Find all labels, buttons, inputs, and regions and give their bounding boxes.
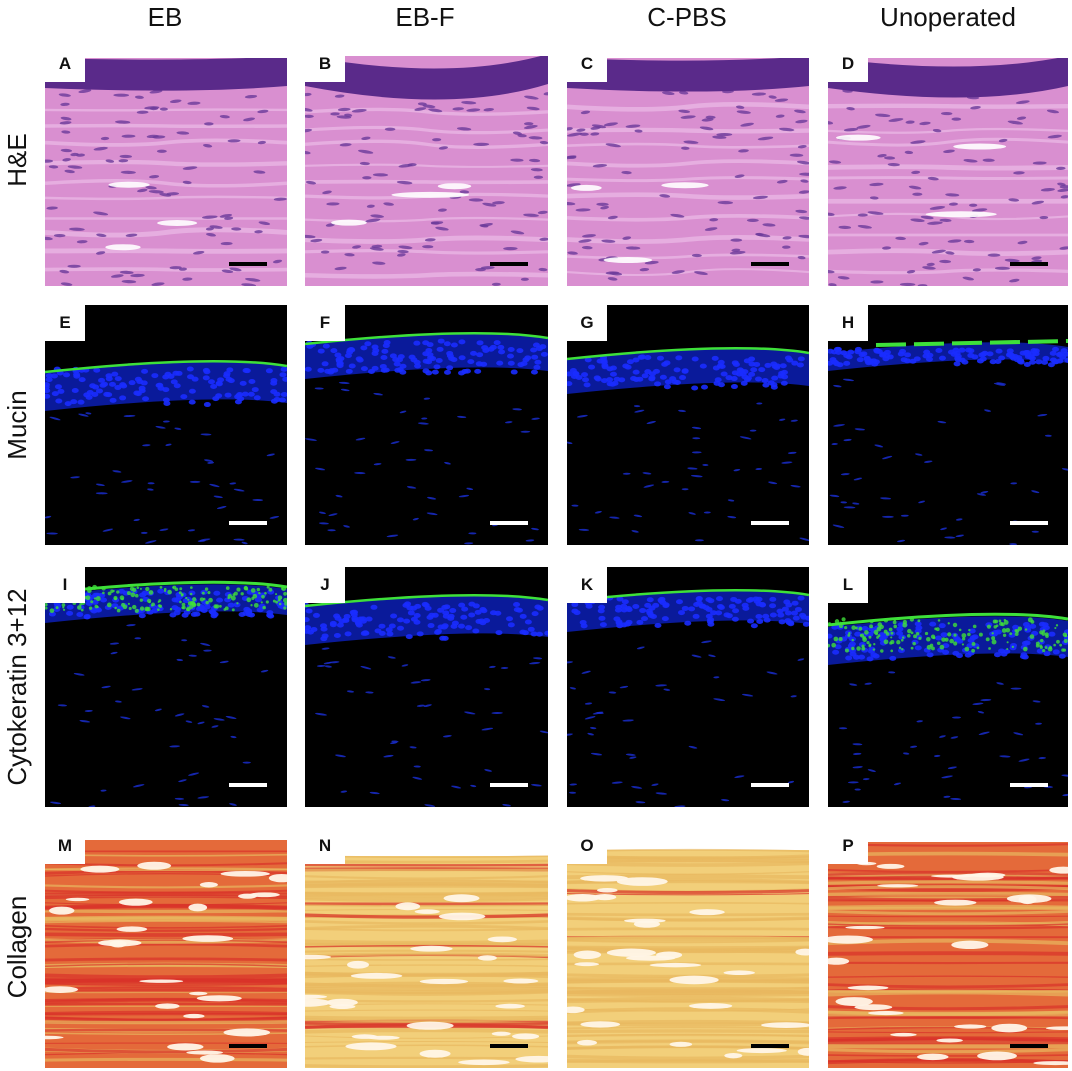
micrograph-c — [567, 46, 809, 286]
panel-letter-l: L — [828, 567, 868, 603]
micrograph-f — [305, 305, 548, 545]
row-header-he: H&E — [2, 133, 32, 187]
micrograph-a — [45, 46, 287, 286]
micrograph-b — [305, 46, 548, 286]
panel-letter-c: C — [567, 46, 607, 82]
panel-letter-k: K — [567, 567, 607, 603]
scale-bar — [490, 262, 528, 266]
column-header-eb: EB — [147, 2, 183, 32]
scale-bar — [1010, 783, 1048, 787]
micrograph-l — [828, 567, 1068, 807]
panel-m: M — [45, 828, 287, 1068]
scale-bar — [1010, 1044, 1048, 1048]
panel-letter-o: O — [567, 828, 607, 864]
panel-letter-j: J — [305, 567, 345, 603]
panel-letter-b: B — [305, 46, 345, 82]
panel-g: G — [567, 305, 809, 545]
panel-letter-e: E — [45, 305, 85, 341]
micrograph-j — [305, 567, 548, 807]
micrograph-m — [45, 828, 287, 1068]
scale-bar — [229, 262, 267, 266]
panel-o: O — [567, 828, 809, 1068]
panel-letter-h: H — [828, 305, 868, 341]
scale-bar — [229, 1044, 267, 1048]
scale-bar — [490, 783, 528, 787]
micrograph-n — [305, 828, 548, 1068]
micrograph-i — [45, 567, 287, 807]
micrograph-e — [45, 305, 287, 545]
row-header-collagen: Collagen — [2, 895, 32, 999]
panel-letter-p: P — [828, 828, 868, 864]
panel-letter-d: D — [828, 46, 868, 82]
row-header-cytokeratin: Cytokeratin 3+12 — [2, 588, 32, 786]
panel-l: L — [828, 567, 1068, 807]
scale-bar — [229, 521, 267, 525]
panel-j: J — [305, 567, 548, 807]
panel-n: N — [305, 828, 548, 1068]
scale-bar — [751, 521, 789, 525]
micrograph-g — [567, 305, 809, 545]
scale-bar — [1010, 521, 1048, 525]
panel-f: F — [305, 305, 548, 545]
micrograph-p — [828, 828, 1068, 1068]
panel-b: B — [305, 46, 548, 286]
scale-bar — [490, 1044, 528, 1048]
panel-a: A — [45, 46, 287, 286]
panel-h: H — [828, 305, 1068, 545]
scale-bar — [1010, 262, 1048, 266]
scale-bar — [751, 1044, 789, 1048]
panel-c: C — [567, 46, 809, 286]
panel-p: P — [828, 828, 1068, 1068]
row-header-mucin: Mucin — [2, 390, 32, 460]
panel-letter-g: G — [567, 305, 607, 341]
panel-letter-a: A — [45, 46, 85, 82]
column-header-eb-f: EB-F — [395, 2, 455, 32]
scale-bar — [751, 783, 789, 787]
scale-bar — [229, 783, 267, 787]
panel-i: I — [45, 567, 287, 807]
panel-letter-f: F — [305, 305, 345, 341]
column-header-unoperated: Unoperated — [880, 2, 1016, 32]
scale-bar — [490, 521, 528, 525]
micrograph-d — [828, 46, 1068, 286]
panel-letter-m: M — [45, 828, 85, 864]
panel-k: K — [567, 567, 809, 807]
micrograph-k — [567, 567, 809, 807]
micrograph-o — [567, 828, 809, 1068]
panel-letter-i: I — [45, 567, 85, 603]
micrograph-h — [828, 305, 1068, 545]
column-header-c-pbs: C-PBS — [647, 2, 727, 32]
panel-d: D — [828, 46, 1068, 286]
panel-e: E — [45, 305, 287, 545]
panel-letter-n: N — [305, 828, 345, 864]
scale-bar — [751, 262, 789, 266]
